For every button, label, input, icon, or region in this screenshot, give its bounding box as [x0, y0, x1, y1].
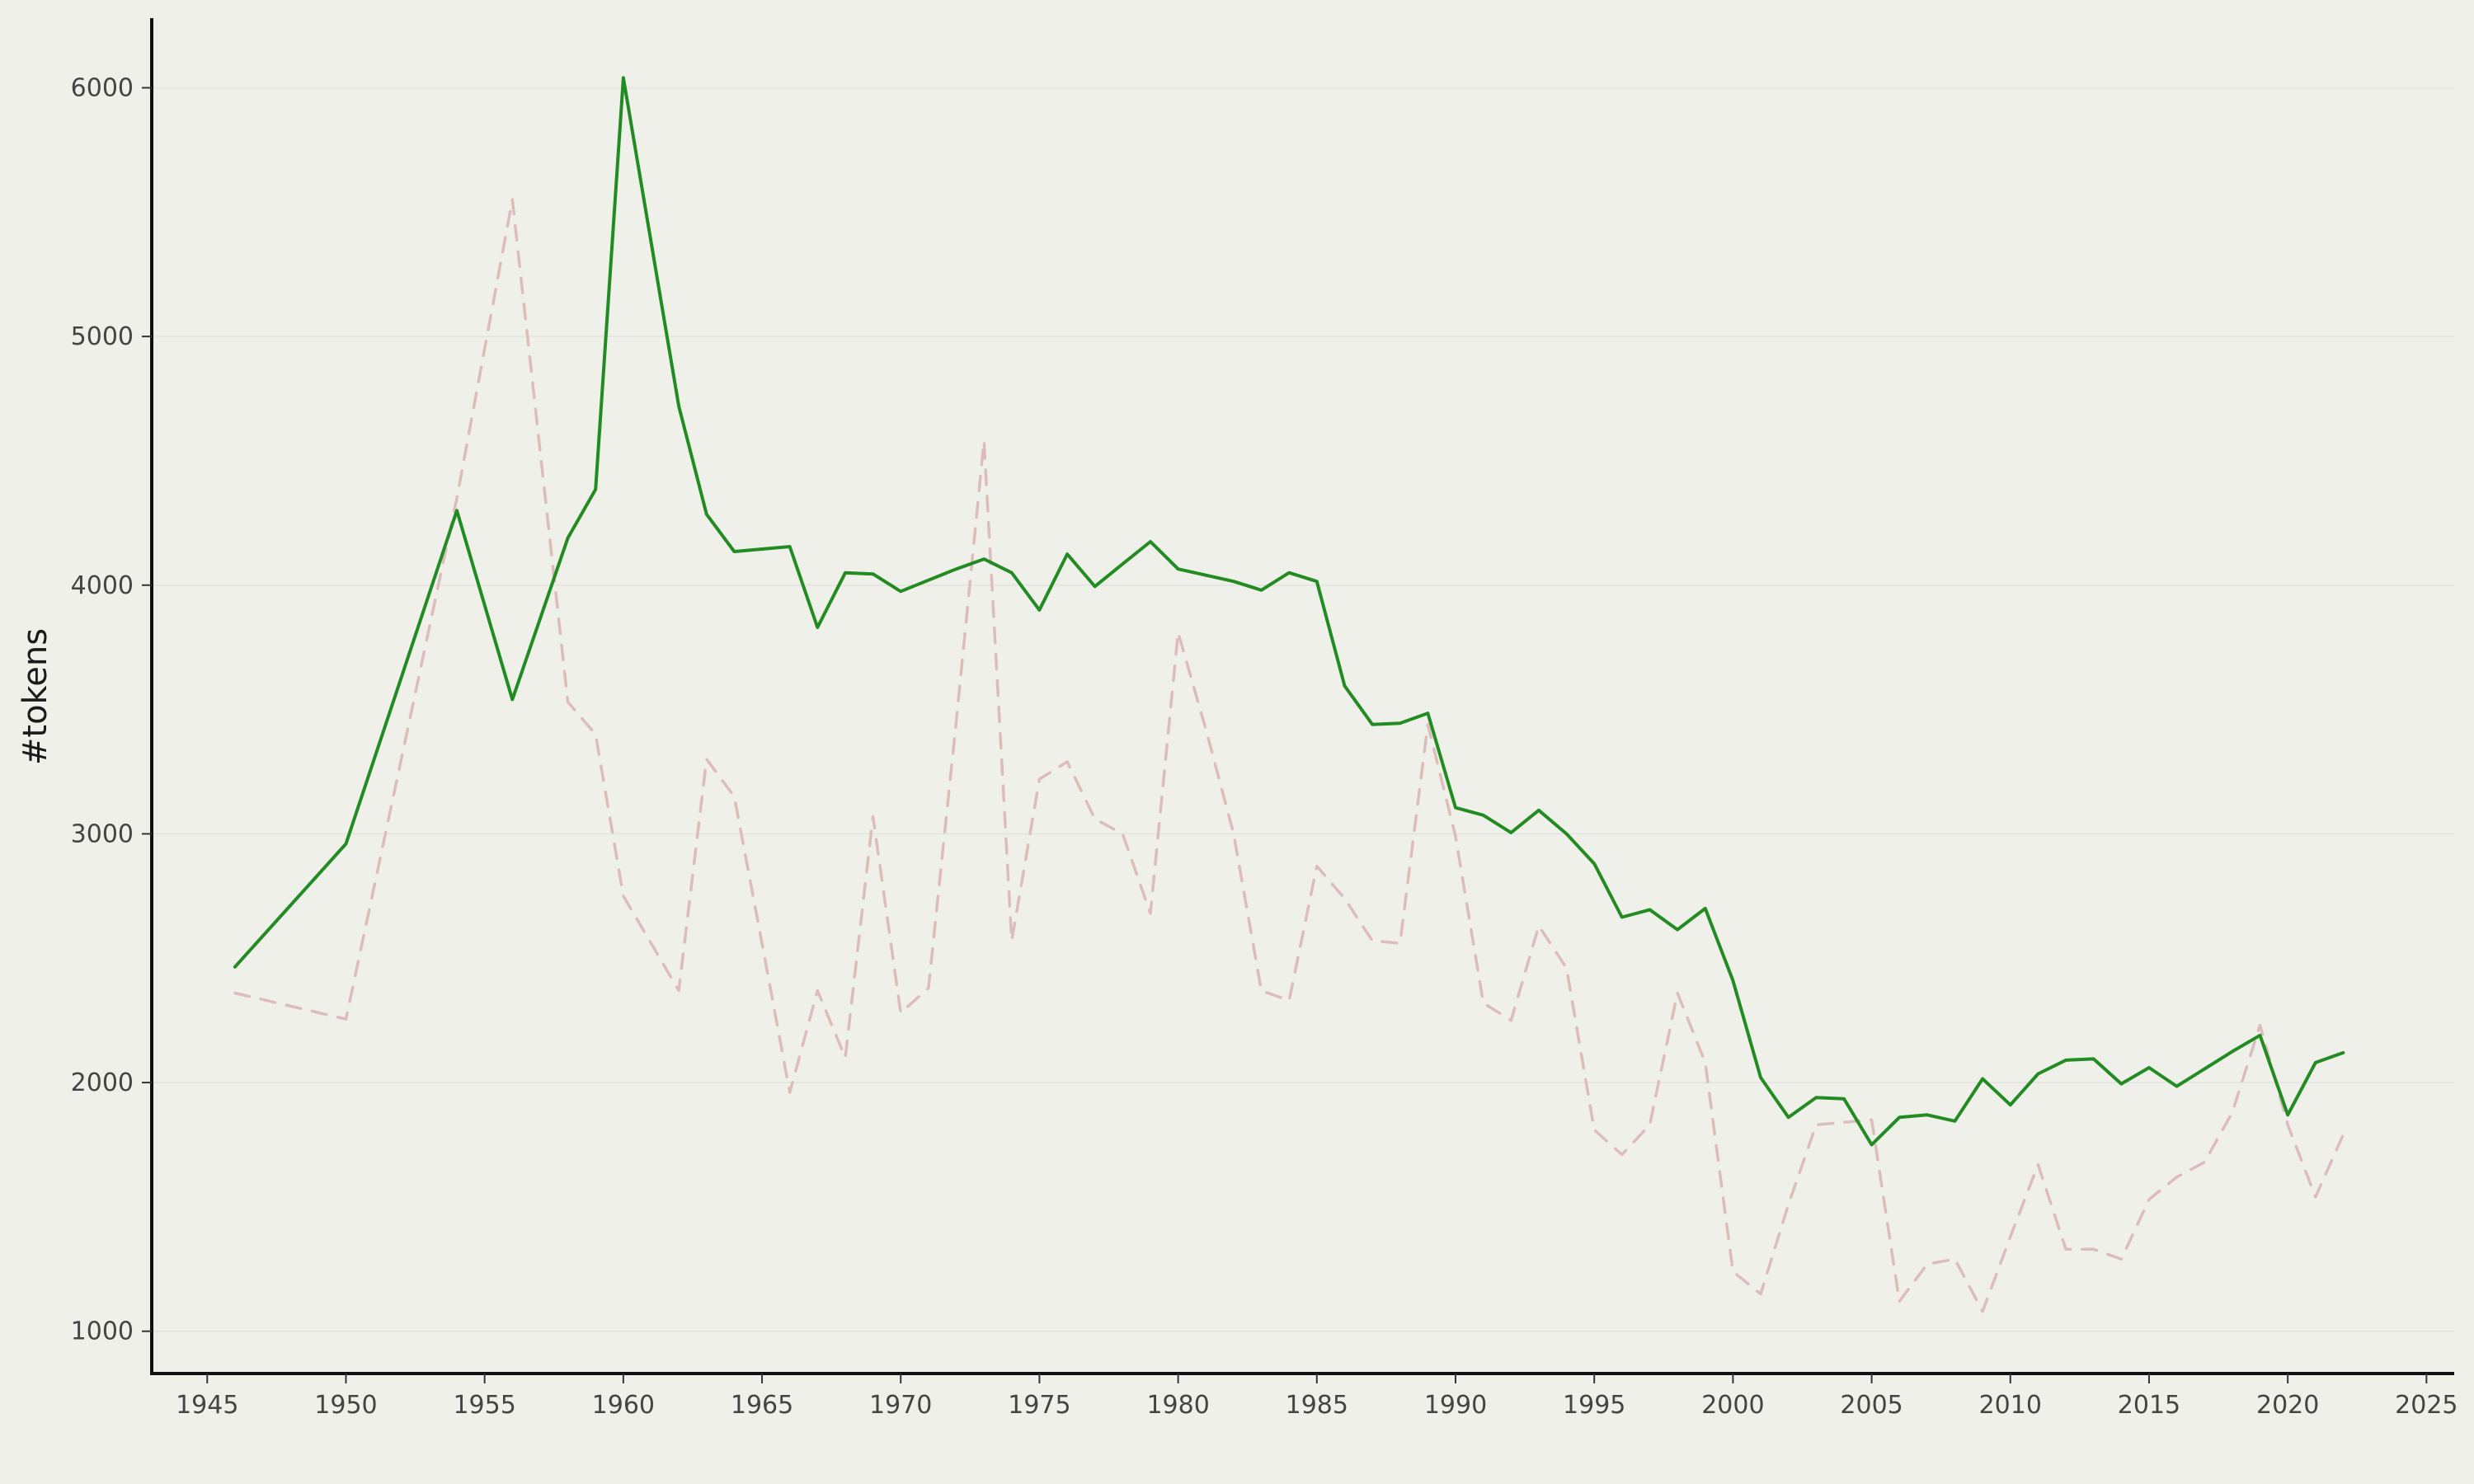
x-tick-label: 2010 — [1979, 1391, 2042, 1420]
series-layer — [233, 76, 2345, 1313]
ticks: 1000 2000 3000 4000 5000 6000 1945 1950 1955 1960… — [71, 73, 2458, 1420]
y-tick-label: 5000 — [71, 322, 134, 351]
x-tick-label: 1990 — [1424, 1391, 1487, 1420]
x-tick-label: 2000 — [1701, 1391, 1764, 1420]
x-tick-label: 1975 — [1008, 1391, 1070, 1420]
x-tick-label: 1985 — [1286, 1391, 1348, 1420]
y-tick-label: 3000 — [71, 819, 134, 848]
x-tick-label: 2015 — [2118, 1391, 2180, 1420]
y-axis-title: #tokens — [16, 628, 54, 765]
x-tick-label: 1950 — [314, 1391, 377, 1420]
x-tick-label: 1980 — [1146, 1391, 1209, 1420]
y-tick-label: 1000 — [71, 1317, 134, 1346]
series-line-solid — [233, 76, 2345, 1147]
x-tick-label: 1955 — [453, 1391, 515, 1420]
y-tick-label: 4000 — [71, 571, 134, 600]
x-tick-label: 1970 — [869, 1391, 932, 1420]
axes — [150, 18, 2454, 1375]
x-tick-label: 1945 — [176, 1391, 238, 1420]
x-tick-label: 2025 — [2395, 1391, 2458, 1420]
x-tick-label: 2020 — [2256, 1391, 2319, 1420]
gridlines — [152, 87, 2454, 1332]
y-tick-label: 2000 — [71, 1068, 134, 1097]
x-tick-label: 1965 — [731, 1391, 793, 1420]
x-tick-label: 1960 — [592, 1391, 655, 1420]
x-tick-label: 1995 — [1563, 1391, 1625, 1420]
x-tick-label: 2005 — [1840, 1391, 1903, 1420]
y-tick-label: 6000 — [71, 73, 134, 102]
series-line-dashed — [233, 198, 2345, 1313]
